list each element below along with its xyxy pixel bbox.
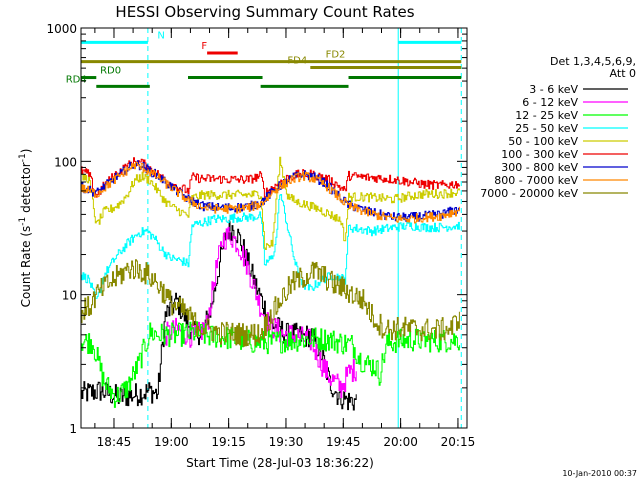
x-tick-label: 19:30 — [269, 435, 304, 449]
x-tick-label: 19:00 — [154, 435, 189, 449]
x-axis-label: Start Time (28-Jul-03 18:36:22) — [186, 456, 374, 470]
legend-entry-label: 300 - 800 keV — [501, 161, 578, 174]
state-bar-label: N — [157, 30, 164, 41]
state-bar-label: FD4 — [287, 56, 307, 67]
legend-header: Att 0 — [610, 67, 636, 80]
series-line-2 — [81, 321, 460, 408]
plot-frame — [80, 27, 468, 429]
timestamp: 10-Jan-2010 00:37 — [562, 469, 637, 478]
y-axis-label-main: Count Rate (s — [19, 226, 33, 308]
y-axis-label-end: ) — [19, 149, 33, 154]
legend-entry-label: 6 - 12 keV — [522, 96, 578, 109]
axis-ticks: 1 10 100 1000 18:45 19:00 19:15 19:30 19:45 20:00… — [46, 22, 475, 449]
legend-entry-label: 12 - 25 keV — [515, 109, 578, 122]
y-tick-label: 1 — [69, 422, 77, 436]
state-bar-label: RD4 — [66, 74, 87, 85]
legend-entry-label: 25 - 50 keV — [515, 122, 578, 135]
legend-entry-label: 7000 - 20000 keV — [480, 187, 578, 200]
series-line-3 — [81, 194, 460, 299]
legend-entry-label: 50 - 100 keV — [508, 135, 578, 148]
x-tick-label: 20:00 — [383, 435, 418, 449]
x-tick-label: 19:45 — [326, 435, 361, 449]
series-line-6 — [81, 160, 460, 222]
y-axis-label-mid: detector — [19, 162, 33, 217]
y-tick-label: 10 — [62, 289, 77, 303]
state-bar-label: FD2 — [326, 50, 346, 61]
state-bar-label: F — [201, 41, 207, 52]
legend-header: Det 1,3,4,5,6,9, — [550, 55, 636, 68]
y-tick-label: 100 — [54, 155, 77, 169]
series-line-7 — [81, 161, 460, 224]
series-line-8 — [81, 259, 460, 347]
series-line-1 — [165, 226, 357, 398]
series-line-4 — [81, 156, 460, 250]
y-tick-label: 1000 — [46, 22, 77, 36]
legend-entry-label: 800 - 7000 keV — [494, 174, 578, 187]
x-tick-label: 20:15 — [441, 435, 476, 449]
x-tick-label: 18:45 — [97, 435, 132, 449]
x-tick-label: 19:15 — [211, 435, 246, 449]
state-bar-label: RD0 — [100, 66, 121, 77]
y-axis-label: Count Rate (s-1 detector-1) — [18, 149, 33, 308]
chart-title: HESSI Observing Summary Count Rates — [115, 3, 414, 21]
y-axis-label-sup1: -1 — [18, 217, 28, 226]
legend-entry-label: 3 - 6 keV — [529, 83, 578, 96]
legend-entry-label: 100 - 300 keV — [501, 148, 578, 161]
series-lines — [81, 156, 460, 411]
y-axis-label-sup2: -1 — [18, 153, 28, 162]
